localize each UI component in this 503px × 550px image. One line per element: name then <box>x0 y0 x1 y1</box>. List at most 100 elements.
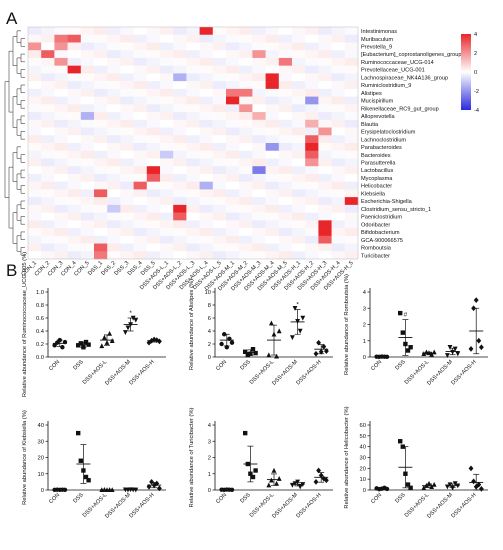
y-tick-label: 20 <box>360 466 366 472</box>
heatmap-cell <box>239 119 253 128</box>
heatmap-cell <box>186 27 200 36</box>
x-tick-label: CON <box>48 492 61 505</box>
heatmap-cell <box>331 189 346 198</box>
heatmap-cell <box>292 96 306 105</box>
heatmap-cell <box>28 204 42 213</box>
heatmap-cell <box>239 73 253 82</box>
heatmap-cell <box>344 27 359 36</box>
heatmap-cell <box>146 73 161 82</box>
heatmap-cell <box>265 34 280 43</box>
heatmap-cell <box>94 104 108 113</box>
heatmap-cell <box>212 243 227 252</box>
heatmap-cell <box>41 34 55 43</box>
scatter-panel: 0 10 20 30 40 Relative abundance of Klebsiell… <box>22 410 166 520</box>
heatmap-cell <box>54 65 68 74</box>
heatmap-cell <box>160 73 174 82</box>
heatmap-cell <box>331 220 346 229</box>
heatmap-cell <box>186 228 200 237</box>
heatmap-cell <box>94 96 108 105</box>
heatmap-row-label: Blautia <box>361 122 379 128</box>
marker-square <box>248 351 253 356</box>
heatmap-cell <box>80 228 95 237</box>
y-tick-label: 10 <box>360 477 366 483</box>
heatmap-cell <box>305 135 319 144</box>
heatmap-cell <box>28 57 42 66</box>
heatmap-cell <box>28 81 42 90</box>
marker-circle <box>227 336 232 341</box>
heatmap-cell <box>305 143 319 152</box>
y-axis-label: Relative abundance of Helicobacter (%) <box>344 406 350 508</box>
heatmap-cell <box>199 112 214 121</box>
heatmap-cell <box>331 34 346 43</box>
heatmap-cell <box>120 158 134 167</box>
heatmap-cell <box>107 173 121 182</box>
heatmap-cell <box>173 166 187 175</box>
heatmap-cell <box>186 181 200 190</box>
heatmap-cell <box>94 173 108 182</box>
heatmap-cell <box>54 50 68 59</box>
heatmap-cell <box>239 189 253 198</box>
heatmap-cell <box>94 73 108 82</box>
heatmap-cell <box>41 197 55 206</box>
heatmap-cell <box>146 150 161 159</box>
heatmap-row-label: Prevotellaceae_UCG-001 <box>361 68 425 74</box>
heatmap-cell <box>94 42 108 51</box>
heatmap-cell <box>146 173 161 182</box>
heatmap-cell <box>278 228 293 237</box>
y-tick-label: 0 <box>208 355 211 361</box>
heatmap-cell <box>120 243 134 252</box>
heatmap-cell <box>120 150 134 159</box>
heatmap-cell <box>67 81 82 90</box>
marker-diamond <box>471 478 477 485</box>
heatmap-cell <box>133 57 148 66</box>
heatmap-cell <box>160 158 174 167</box>
heatmap-cell <box>278 81 293 90</box>
heatmap-cell <box>344 212 359 221</box>
heatmap-cell <box>331 197 346 206</box>
heatmap-cell <box>54 173 68 182</box>
heatmap-cell <box>160 27 174 36</box>
heatmap-cell <box>265 143 280 152</box>
heatmap-cell <box>305 34 319 43</box>
heatmap-cell <box>212 235 227 244</box>
heatmap-cell <box>41 220 55 229</box>
heatmap-cell <box>331 50 346 59</box>
heatmap-cell <box>331 127 346 136</box>
marker-inverted-triangle <box>447 345 453 350</box>
heatmap-cell <box>305 150 319 159</box>
heatmap-cell <box>212 143 227 152</box>
heatmap-cell <box>292 34 306 43</box>
heatmap-cell <box>318 127 332 136</box>
heatmap-cell <box>226 112 240 121</box>
marker-square <box>83 474 89 480</box>
heatmap-cell <box>94 251 108 260</box>
heatmap-cell <box>94 65 108 74</box>
heatmap-cell <box>278 34 293 43</box>
heatmap-cell <box>80 88 95 97</box>
heatmap-cell <box>146 204 161 213</box>
heatmap-cell <box>239 181 253 190</box>
x-tick-label: DSS+AOS-H <box>450 492 477 519</box>
heatmap-cell <box>186 243 200 252</box>
heatmap-cell <box>173 150 187 159</box>
heatmap-cell <box>265 181 280 190</box>
heatmap-cell <box>212 158 227 167</box>
heatmap-cell <box>252 212 266 221</box>
heatmap-cell <box>292 57 306 66</box>
heatmap-cell <box>173 112 187 121</box>
heatmap-cell <box>41 158 55 167</box>
y-tick-label: 20 <box>38 456 44 462</box>
heatmap-cell <box>344 228 359 237</box>
heatmap-cell <box>212 50 227 59</box>
heatmap-cell <box>107 127 121 136</box>
heatmap-cell <box>199 158 214 167</box>
heatmap-cell <box>94 220 108 229</box>
marker-inverted-triangle <box>455 483 461 489</box>
heatmap-cell <box>331 88 346 97</box>
heatmap-cell <box>252 57 266 66</box>
heatmap-cell <box>305 251 319 260</box>
marker-circle <box>62 487 68 493</box>
y-tick-label: 1 <box>363 339 366 345</box>
marker-diamond <box>156 338 162 345</box>
heatmap-cell <box>199 189 214 198</box>
